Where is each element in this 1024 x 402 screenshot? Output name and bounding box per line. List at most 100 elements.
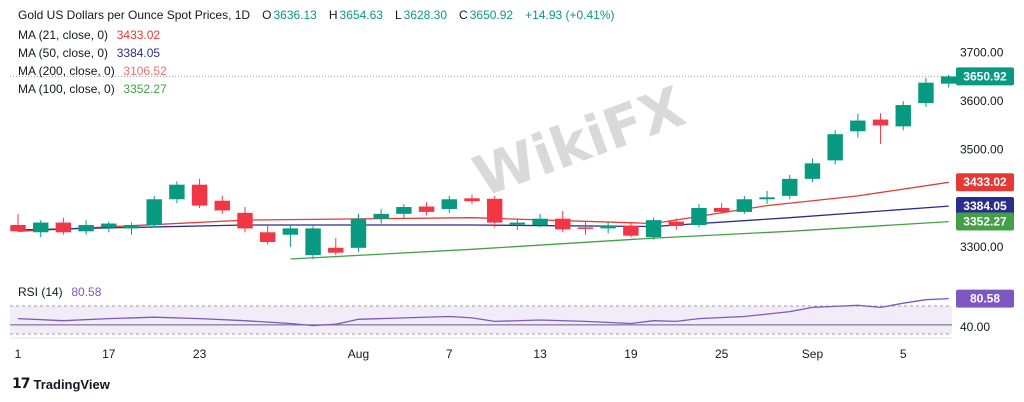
candle[interactable] <box>32 220 49 238</box>
badge-text: 3352.27 <box>963 214 1007 228</box>
candle[interactable] <box>782 174 798 200</box>
candle[interactable] <box>713 203 730 214</box>
candle[interactable] <box>691 204 707 228</box>
tradingview-brand[interactable]: 17 TradingView <box>12 376 110 392</box>
candle[interactable] <box>169 181 185 204</box>
badge-text: 3384.05 <box>963 199 1007 213</box>
open-value: 3636.13 <box>273 8 317 22</box>
candle[interactable] <box>668 218 684 230</box>
candle-body <box>78 225 94 232</box>
candle[interactable] <box>940 74 957 88</box>
candle[interactable] <box>282 225 299 247</box>
candle[interactable] <box>373 208 389 224</box>
candle[interactable] <box>645 217 662 240</box>
candle-body <box>782 178 798 196</box>
candle-body <box>623 225 639 236</box>
candle[interactable] <box>350 213 367 252</box>
candle-body <box>350 218 367 248</box>
grid <box>10 75 952 339</box>
x-tick-label: 17 <box>102 347 116 361</box>
candle-body <box>328 247 344 253</box>
x-tick-label: 5 <box>900 347 907 361</box>
price-badge-3: 3352.27 <box>956 212 1014 231</box>
candle-body <box>668 221 684 226</box>
candle[interactable] <box>532 213 548 228</box>
candle[interactable] <box>623 222 639 238</box>
price-badge-2: 3384.05 <box>956 197 1014 216</box>
low-label: L <box>394 8 402 22</box>
candle-body <box>691 208 707 225</box>
indicator-label: MA (100, close, 0) <box>18 82 115 96</box>
badge-bg <box>956 197 1014 216</box>
indicator-ma200[interactable]: MA (200, close, 0) 3106.52 <box>18 64 169 78</box>
candle[interactable] <box>827 130 843 165</box>
candle[interactable] <box>850 113 866 138</box>
rsi-line <box>17 297 949 327</box>
candle[interactable] <box>509 218 526 230</box>
indicator-ma100[interactable]: MA (100, close, 0) 3352.27 <box>18 82 169 96</box>
x-tick-label: 13 <box>533 347 547 361</box>
candle[interactable] <box>486 195 503 228</box>
candle[interactable] <box>464 194 480 205</box>
candle-body <box>441 199 457 209</box>
indicator-value: 3433.02 <box>116 28 161 42</box>
candle[interactable] <box>55 217 72 235</box>
candle[interactable] <box>895 101 911 131</box>
candle[interactable] <box>600 221 616 234</box>
low-value: 3628.30 <box>403 8 448 22</box>
candle[interactable] <box>123 222 140 235</box>
high-value: 3654.63 <box>339 8 383 22</box>
candle-body <box>10 225 26 232</box>
candle[interactable] <box>577 221 594 235</box>
candle-body <box>259 232 276 242</box>
candle-body <box>169 184 185 200</box>
candle[interactable] <box>759 191 775 205</box>
y-tick-label: 3300.00 <box>960 240 1004 254</box>
badge-text: 3433.02 <box>963 175 1007 189</box>
candle-body <box>373 213 389 219</box>
candle-body <box>32 222 49 233</box>
candle[interactable] <box>146 195 162 228</box>
candle[interactable] <box>396 204 412 219</box>
candles[interactable] <box>10 74 957 259</box>
candle-body <box>827 134 843 161</box>
candle[interactable] <box>804 158 821 183</box>
candle-body <box>486 198 503 223</box>
candle[interactable] <box>872 113 889 144</box>
candle[interactable] <box>305 225 321 259</box>
badge-bg <box>956 173 1014 192</box>
badge-bg <box>956 289 1014 308</box>
x-tick-label: 1 <box>15 347 22 361</box>
chart-title-row: Gold US Dollars per Ounce Spot Prices, 1… <box>18 8 617 22</box>
rsi-band <box>10 306 952 334</box>
badge-text: 80.58 <box>970 292 1000 306</box>
candle[interactable] <box>214 195 231 214</box>
rsi-panel[interactable] <box>17 297 949 327</box>
candle[interactable] <box>441 195 457 213</box>
tradingview-logo-icon: 17 <box>12 376 31 392</box>
candle[interactable] <box>259 225 276 245</box>
indicator-ma21[interactable]: MA (21, close, 0) 3433.02 <box>18 28 162 42</box>
candle[interactable] <box>78 220 94 235</box>
candle[interactable] <box>418 202 435 216</box>
x-tick-label: Sep <box>802 347 824 361</box>
indicator-ma50[interactable]: MA (50, close, 0) 3384.05 <box>18 46 162 60</box>
x-tick-label: 19 <box>624 347 638 361</box>
x-tick-label: 23 <box>193 347 207 361</box>
candle-body <box>713 208 730 212</box>
badge-text: 3650.92 <box>963 69 1007 83</box>
candle[interactable] <box>736 195 753 214</box>
candle[interactable] <box>191 178 208 208</box>
chart-background <box>10 305 952 335</box>
candle[interactable] <box>101 221 117 233</box>
candle[interactable] <box>555 210 571 233</box>
candle[interactable] <box>918 77 934 107</box>
candle[interactable] <box>328 238 344 256</box>
candle-body <box>918 82 934 104</box>
candle[interactable] <box>237 207 253 233</box>
rsi-legend[interactable]: RSI (14) 80.58 <box>18 285 103 299</box>
ma-line-2 <box>290 220 949 260</box>
candle[interactable] <box>10 213 26 232</box>
chart-title: Gold US Dollars per Ounce Spot Prices, 1… <box>18 8 251 22</box>
